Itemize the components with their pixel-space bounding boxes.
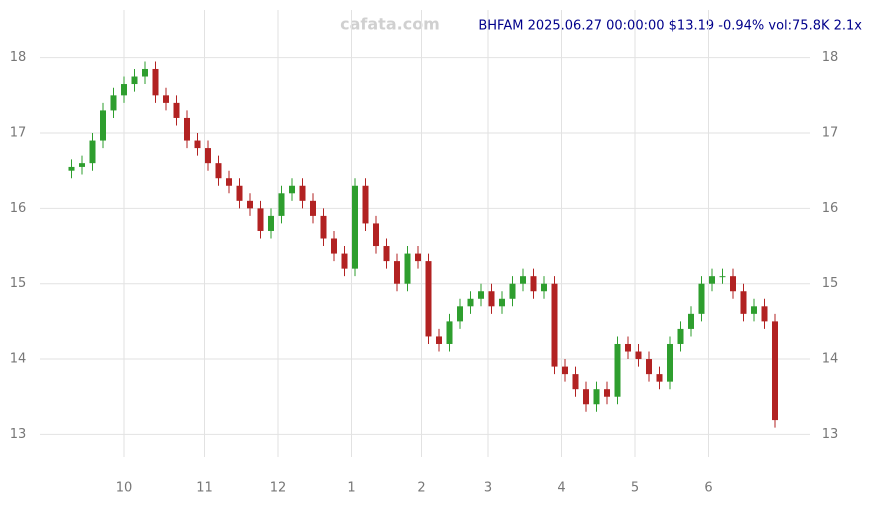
candle-body [257,208,264,231]
candle-body [194,140,201,149]
x-tick-label: 11 [196,481,213,496]
candle-body [646,359,652,375]
candle-body [184,117,190,141]
candle-body [79,163,85,167]
candle-body [583,389,589,405]
candle-body [656,374,663,382]
candle-body [751,306,757,314]
x-tick-label: 1 [347,481,355,496]
candle-body [173,102,180,118]
candle-body [467,298,474,307]
candle-body [772,321,778,421]
candle-body [310,200,316,216]
candle-body [247,200,253,209]
candle-body [236,185,243,201]
y-tick-label-right: 13 [822,427,839,442]
y-tick-label-right: 17 [822,126,839,141]
y-tick-label-right: 15 [822,276,839,291]
y-tick-label: 13 [10,427,27,442]
candle-body [205,148,211,164]
candle-body [320,215,327,239]
candle-body [100,110,106,141]
candle-body [131,76,138,85]
candle-body [163,95,169,103]
x-tick-label: 3 [484,481,492,496]
candle-body [572,374,579,390]
candle-body [719,276,726,278]
candle-body [688,313,694,329]
candle-body [488,291,495,307]
candle-body [383,246,390,262]
candle-body [425,261,432,337]
x-tick-label: 6 [704,481,712,496]
candle-body [352,185,358,269]
candle-body [121,84,127,96]
x-tick-label: 2 [417,481,425,496]
candle-body [110,95,117,111]
candle-body [152,68,159,96]
y-tick-label: 16 [10,201,27,216]
candle-body [478,291,484,299]
y-tick-label-right: 16 [822,201,839,216]
candle-body [404,253,411,284]
candle-body [509,283,516,299]
y-tick-label: 17 [10,126,27,141]
candle-body [625,343,631,352]
candle-body [289,185,295,194]
candle-body [530,276,537,292]
candle-body [541,283,547,292]
chart-title: BHFAM 2025.06.27 00:00:00 $13.19 -0.94% … [478,19,862,34]
candle-body [215,163,222,179]
candle-body [331,238,337,254]
candle-body [436,336,442,344]
candle-body [268,215,274,231]
candle-body [604,389,610,397]
candle-body [709,276,715,284]
candle-body [761,306,768,322]
candle-body [740,291,747,314]
candle-body [677,328,684,344]
y-tick-label-right: 14 [822,352,839,367]
x-tick-label: 4 [557,481,565,496]
candle-body [415,253,421,262]
candle-body [142,68,148,77]
candle-body [635,351,642,360]
candle-body [299,185,306,201]
candle-body [551,283,558,367]
candle-body [457,306,463,322]
y-tick-label: 15 [10,276,27,291]
candle-body [730,276,736,292]
candle-body [362,185,369,224]
y-tick-label-right: 18 [822,50,839,65]
watermark: cafata.com [340,15,440,34]
x-tick-label: 12 [270,481,287,496]
candle-body [341,253,348,269]
y-tick-label: 14 [10,352,27,367]
candle-body [499,298,505,307]
candle-body [446,321,453,344]
candle-body [394,261,400,284]
candle-body [520,276,526,284]
candle-body [68,166,75,171]
candle-body [373,223,379,247]
x-tick-label: 10 [116,481,133,496]
candle-body [614,343,621,397]
candle-body [593,389,600,405]
candle-body [226,178,232,186]
y-tick-label: 18 [10,50,27,65]
x-tick-label: 5 [631,481,639,496]
candle-body [89,140,96,164]
candle-body [667,343,673,382]
candle-body [698,283,705,314]
candle-body [562,366,568,375]
candle-body [278,193,285,216]
